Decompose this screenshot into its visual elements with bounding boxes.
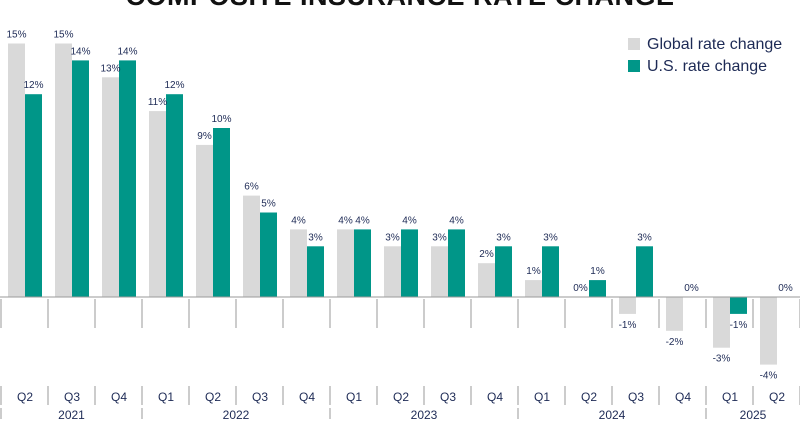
us-bar-7 xyxy=(354,229,371,297)
legend: Global rate change U.S. rate change xyxy=(628,36,782,75)
us-bar-11 xyxy=(542,246,559,297)
quarter-label-16: Q2 xyxy=(769,390,785,404)
quarter-label-1: Q3 xyxy=(64,390,80,404)
us-value-label-5: 5% xyxy=(261,199,276,210)
global-value-label-0: 15% xyxy=(6,30,26,41)
year-label-2023: 2023 xyxy=(411,408,438,419)
us-value-label-11: 3% xyxy=(543,232,558,243)
global-value-label-15: -3% xyxy=(713,354,731,365)
global-bar-13 xyxy=(619,297,636,314)
global-value-label-12: 0% xyxy=(573,283,588,294)
global-bar-14 xyxy=(666,297,683,331)
global-value-label-7: 4% xyxy=(338,215,353,226)
global-value-label-6: 4% xyxy=(291,215,306,226)
us-value-label-2: 14% xyxy=(117,46,137,57)
global-value-label-2: 13% xyxy=(100,63,120,74)
global-bar-5 xyxy=(243,195,260,297)
quarter-label-7: Q1 xyxy=(346,390,362,404)
quarter-label-0: Q2 xyxy=(17,390,33,404)
us-value-label-13: 3% xyxy=(637,232,652,243)
us-value-label-9: 4% xyxy=(449,215,464,226)
bars-layer xyxy=(8,43,777,365)
global-bar-0 xyxy=(8,43,25,297)
global-value-label-14: -2% xyxy=(666,337,684,348)
global-value-label-8: 3% xyxy=(385,232,400,243)
us-value-label-3: 12% xyxy=(164,80,184,91)
quarter-label-4: Q2 xyxy=(205,390,221,404)
value-labels-layer: 15% 15%13%11%9%6%4% 4%3% 3%2%1%0%-1%-2%-3%-… xyxy=(6,30,792,382)
quarter-label-15: Q1 xyxy=(722,390,738,404)
quarter-label-6: Q4 xyxy=(299,390,315,404)
quarter-label-5: Q3 xyxy=(252,390,268,404)
us-value-label-1: 14% xyxy=(70,46,90,57)
us-value-label-0: 12% xyxy=(23,80,43,91)
global-value-label-11: 1% xyxy=(526,266,541,277)
chart-title: COMPOSITE INSURANCE RATE CHANGE xyxy=(125,0,674,11)
quarter-label-8: Q2 xyxy=(393,390,409,404)
us-bar-6 xyxy=(307,246,324,297)
global-bar-6 xyxy=(290,229,307,297)
quarter-label-12: Q2 xyxy=(581,390,597,404)
us-value-label-14: 0% xyxy=(684,283,699,294)
us-bar-4 xyxy=(213,128,230,297)
global-bar-15 xyxy=(713,297,730,348)
global-legend-label: Global rate change xyxy=(647,36,782,53)
global-value-label-5: 6% xyxy=(244,182,259,193)
quarter-label-9: Q3 xyxy=(440,390,456,404)
quarter-label-3: Q1 xyxy=(158,390,174,404)
us-value-label-15: -1% xyxy=(730,320,748,331)
year-label-2021: 2021 xyxy=(58,408,85,419)
global-value-label-16: -4% xyxy=(760,371,778,382)
us-value-label-12: 1% xyxy=(590,266,605,277)
us-bar-8 xyxy=(401,229,418,297)
global-bar-2 xyxy=(102,77,119,297)
global-value-label-13: -1% xyxy=(619,320,637,331)
us-value-label-6: 3% xyxy=(308,232,323,243)
us-value-label-10: 3% xyxy=(496,232,511,243)
us-bar-3 xyxy=(166,94,183,297)
global-bar-4 xyxy=(196,144,213,297)
global-bar-9 xyxy=(431,246,448,297)
global-bar-10 xyxy=(478,263,495,297)
global-bar-11 xyxy=(525,280,542,297)
quarter-label-14: Q4 xyxy=(675,390,691,404)
global-bar-16 xyxy=(760,297,777,365)
quarter-label-2: Q4 xyxy=(111,390,127,404)
quarter-label-13: Q3 xyxy=(628,390,644,404)
global-legend-swatch xyxy=(628,38,640,50)
year-label-2022: 2022 xyxy=(223,408,250,419)
us-bar-2 xyxy=(119,60,136,298)
quarter-label-10: Q4 xyxy=(487,390,503,404)
us-value-label-16: 0% xyxy=(778,283,793,294)
us-value-label-4: 10% xyxy=(211,114,231,125)
global-bar-1 xyxy=(55,43,72,297)
global-value-label-4: 9% xyxy=(197,131,212,142)
us-legend-label: U.S. rate change xyxy=(647,58,767,75)
global-bar-7 xyxy=(337,229,354,297)
us-bar-0 xyxy=(25,94,42,297)
year-label-2025: 2025 xyxy=(740,408,767,419)
us-bar-13 xyxy=(636,246,653,297)
us-legend-swatch xyxy=(628,60,640,72)
us-bar-1 xyxy=(72,60,89,298)
global-value-label-1: 15% xyxy=(53,30,73,41)
us-bar-5 xyxy=(260,212,277,297)
us-value-label-7: 4% xyxy=(355,215,370,226)
quarter-label-11: Q1 xyxy=(534,390,550,404)
us-bar-15 xyxy=(730,297,747,314)
us-bar-10 xyxy=(495,246,512,297)
global-value-label-3: 11% xyxy=(148,97,167,108)
us-bar-9 xyxy=(448,229,465,297)
global-bar-8 xyxy=(384,246,401,297)
year-label-2024: 2024 xyxy=(599,408,626,419)
us-value-label-8: 4% xyxy=(402,215,417,226)
global-value-label-10: 2% xyxy=(479,249,494,260)
global-value-label-9: 3% xyxy=(432,232,447,243)
global-bar-3 xyxy=(149,111,166,297)
us-bar-12 xyxy=(589,280,606,297)
